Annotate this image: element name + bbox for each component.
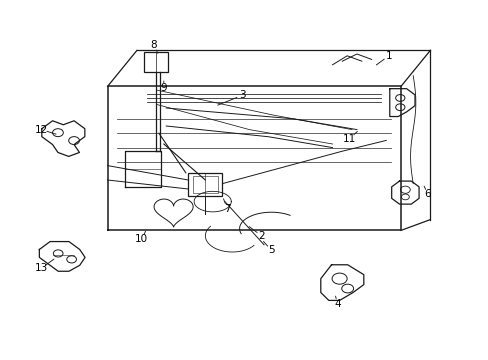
Text: 10: 10 [135,234,148,244]
Text: 1: 1 [385,51,391,61]
Text: 3: 3 [238,90,245,100]
Bar [188,173,222,196]
Text: 9: 9 [160,83,167,93]
Text: 7: 7 [224,204,230,214]
Bar [144,52,167,72]
Text: 11: 11 [342,134,356,144]
Text: 8: 8 [150,40,157,50]
Text: 5: 5 [267,245,274,255]
Text: 13: 13 [35,263,48,273]
Text: 12: 12 [35,125,48,135]
Text: 4: 4 [333,299,340,309]
Bar [193,176,217,193]
Text: 6: 6 [424,189,430,199]
Text: 2: 2 [258,231,264,241]
